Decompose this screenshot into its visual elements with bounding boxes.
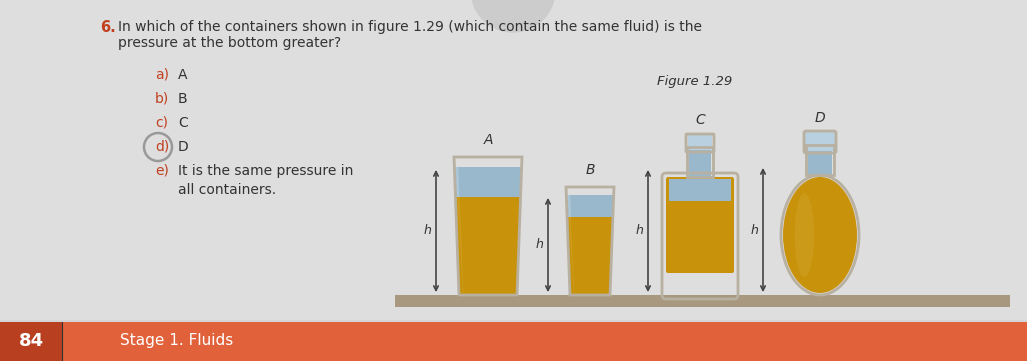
Ellipse shape	[783, 177, 857, 293]
Text: h: h	[750, 223, 758, 236]
Text: Stage 1. Fluids: Stage 1. Fluids	[120, 334, 233, 348]
Text: A: A	[484, 133, 493, 147]
FancyBboxPatch shape	[669, 179, 731, 201]
Text: 84: 84	[18, 332, 43, 350]
Text: C: C	[178, 116, 188, 130]
Text: e): e)	[155, 164, 168, 178]
FancyBboxPatch shape	[0, 0, 1027, 320]
Text: D: D	[178, 140, 189, 154]
Polygon shape	[454, 167, 522, 197]
Text: h: h	[635, 225, 643, 238]
Circle shape	[471, 0, 555, 32]
Text: Figure 1.29: Figure 1.29	[657, 75, 732, 88]
Text: A: A	[178, 68, 188, 82]
FancyBboxPatch shape	[689, 149, 711, 177]
Text: D: D	[814, 111, 826, 125]
Text: B: B	[178, 92, 188, 106]
FancyBboxPatch shape	[0, 322, 62, 361]
Text: B: B	[585, 163, 595, 177]
Polygon shape	[569, 217, 574, 295]
FancyBboxPatch shape	[688, 134, 712, 150]
Text: a): a)	[155, 68, 169, 82]
Polygon shape	[457, 197, 463, 295]
Polygon shape	[567, 217, 613, 295]
Text: h: h	[535, 239, 543, 252]
Text: It is the same pressure in
all containers.: It is the same pressure in all container…	[178, 164, 353, 197]
Polygon shape	[566, 195, 614, 217]
Text: h: h	[423, 225, 431, 238]
Text: In which of the containers shown in figure 1.29 (which contain the same fluid) i: In which of the containers shown in figu…	[118, 20, 702, 34]
FancyBboxPatch shape	[808, 147, 832, 175]
FancyBboxPatch shape	[805, 131, 835, 151]
FancyBboxPatch shape	[665, 177, 734, 273]
Text: C: C	[695, 113, 705, 127]
Text: 6.: 6.	[100, 20, 116, 35]
Text: d): d)	[155, 140, 169, 154]
FancyBboxPatch shape	[0, 322, 1027, 361]
FancyBboxPatch shape	[395, 295, 1010, 307]
Ellipse shape	[795, 193, 814, 277]
Text: pressure at the bottom greater?: pressure at the bottom greater?	[118, 36, 341, 50]
Polygon shape	[454, 167, 459, 197]
Polygon shape	[566, 195, 571, 217]
Text: c): c)	[155, 116, 168, 130]
Polygon shape	[455, 197, 521, 295]
Text: b): b)	[155, 92, 169, 106]
